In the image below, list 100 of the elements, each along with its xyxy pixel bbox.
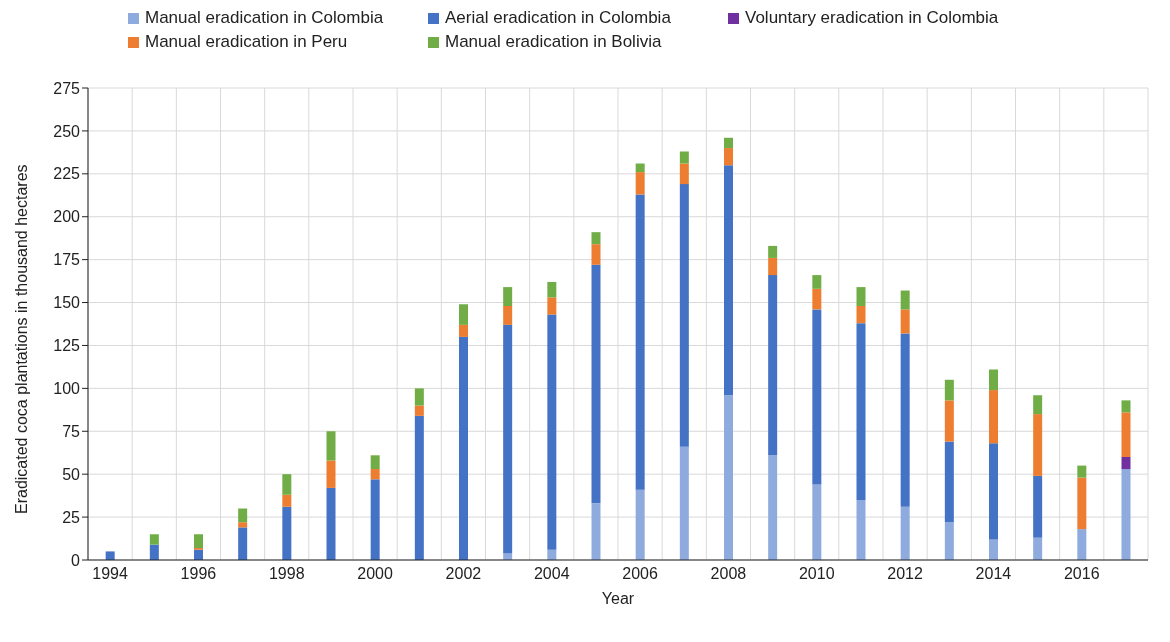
- bar: [900, 506, 910, 560]
- x-tick-label: 2006: [622, 565, 658, 583]
- y-tick-label: 125: [53, 337, 81, 355]
- bar: [768, 245, 778, 258]
- bar: [105, 551, 115, 560]
- bar: [944, 522, 954, 560]
- x-tick-label: 2016: [1063, 565, 1100, 583]
- bar: [679, 163, 689, 185]
- bar: [149, 534, 159, 545]
- x-tick-label: 2002: [445, 565, 482, 583]
- bar: [812, 309, 822, 485]
- legend-label: Manual eradication in Bolivia: [445, 32, 662, 52]
- x-axis-title: Year: [601, 590, 635, 607]
- bar: [1077, 465, 1087, 478]
- bar: [812, 484, 822, 560]
- bar: [944, 441, 954, 523]
- bar: [370, 479, 380, 560]
- legend-label: Voluntary eradication in Colombia: [745, 8, 999, 28]
- bar: [812, 275, 822, 289]
- bar: [1077, 529, 1087, 560]
- bar: [856, 323, 866, 500]
- y-tick-label: 250: [53, 122, 81, 140]
- bar: [591, 264, 601, 504]
- x-tick-label: 1994: [92, 565, 128, 583]
- x-tick-label: 2008: [710, 565, 747, 583]
- bar: [414, 415, 424, 560]
- bar: [414, 388, 424, 406]
- bar: [812, 288, 822, 310]
- bar: [724, 148, 733, 166]
- bar: [459, 336, 468, 560]
- bar: [370, 469, 380, 480]
- y-tick-label: 75: [62, 422, 81, 440]
- bar: [768, 455, 778, 560]
- x-tick-label: 1996: [180, 565, 217, 583]
- bar: [503, 287, 513, 306]
- x-tick-label: 2000: [357, 565, 393, 583]
- bar: [282, 474, 292, 495]
- y-axis-title: Eradicated coca plantations in thousand hectares: [12, 164, 30, 514]
- x-tick-label: 1998: [268, 565, 305, 583]
- y-tick-label: 0: [71, 551, 81, 569]
- bar: [856, 287, 866, 306]
- bar: [989, 390, 998, 444]
- legend-label: Aerial eradication in Colombia: [445, 8, 671, 28]
- bar: [370, 455, 380, 470]
- bar: [591, 244, 601, 265]
- bar: [503, 324, 513, 554]
- bar: [635, 163, 645, 173]
- bar: [679, 184, 689, 447]
- x-tick-label: 2004: [533, 565, 570, 583]
- y-tick-label: 225: [53, 165, 81, 183]
- bar: [1121, 457, 1131, 470]
- bar: [989, 443, 998, 540]
- bar: [768, 257, 778, 276]
- bar: [944, 379, 954, 401]
- bar: [1077, 477, 1087, 530]
- y-tick-label: 175: [53, 251, 81, 269]
- y-tick-label: 50: [62, 465, 81, 483]
- x-tick-label: 2010: [798, 565, 835, 583]
- bar: [724, 137, 733, 149]
- x-tick-label: 2012: [887, 565, 923, 583]
- bar: [944, 400, 954, 442]
- bar: [238, 522, 248, 528]
- bar: [1033, 537, 1043, 560]
- bar: [459, 324, 468, 337]
- bar: [1121, 400, 1131, 413]
- bar: [1033, 395, 1043, 415]
- bar: [635, 489, 645, 560]
- bar: [591, 503, 601, 560]
- bar: [547, 281, 557, 298]
- bar: [591, 232, 601, 245]
- bar: [326, 487, 336, 560]
- y-tick-label: 100: [53, 380, 81, 398]
- bar: [856, 305, 866, 324]
- bar: [238, 527, 248, 560]
- bar: [856, 499, 866, 560]
- bar: [679, 446, 689, 560]
- bar: [635, 172, 645, 195]
- bar: [326, 460, 336, 488]
- bar: [238, 508, 248, 523]
- bar: [635, 194, 645, 490]
- bar: [900, 309, 910, 334]
- bar: [989, 539, 998, 560]
- y-tick-label: 200: [53, 208, 81, 226]
- bar: [900, 333, 910, 507]
- y-tick-label: 150: [53, 294, 81, 312]
- bar: [503, 305, 513, 325]
- x-tick-label: 2014: [975, 565, 1012, 583]
- bar: [547, 314, 557, 550]
- bar: [194, 534, 203, 548]
- y-tick-label: 25: [62, 508, 81, 526]
- bar: [414, 405, 424, 416]
- legend-label: Manual eradication in Peru: [145, 32, 348, 52]
- bar: [1033, 414, 1043, 476]
- bar: [459, 304, 468, 325]
- bar: [768, 275, 778, 456]
- bar: [1033, 475, 1043, 538]
- bar: [149, 544, 159, 560]
- bar: [724, 395, 733, 560]
- bar: [679, 151, 689, 164]
- bar: [989, 369, 998, 391]
